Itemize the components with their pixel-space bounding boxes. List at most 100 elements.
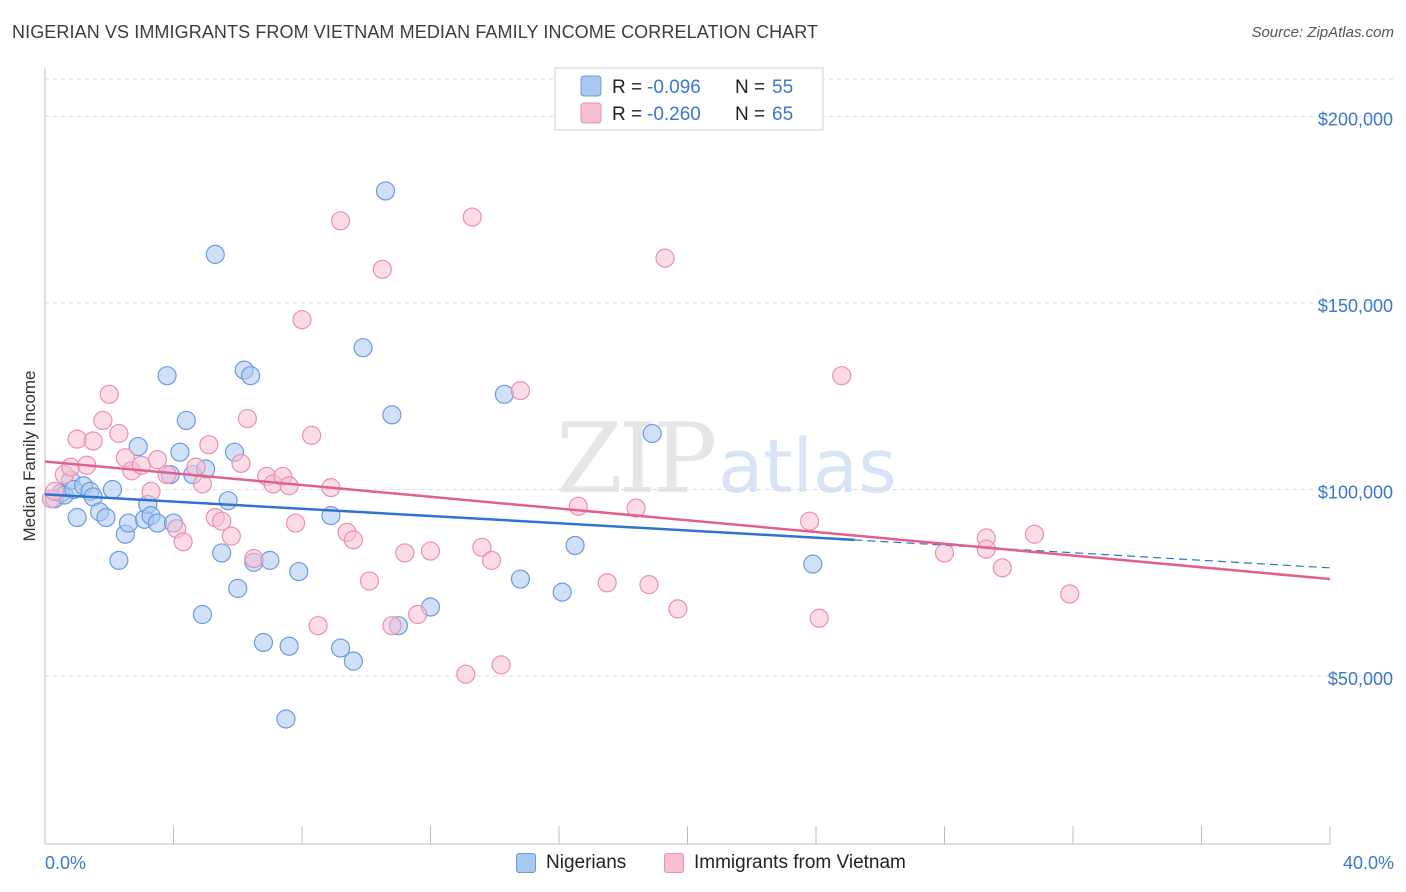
legend-swatch-nigerians-bottom xyxy=(516,853,536,873)
nigerians-point-49 xyxy=(494,384,514,404)
y-tick-label-2: $150,000 xyxy=(1318,296,1393,316)
nigerians-point-39 xyxy=(279,636,299,656)
chart-title: NIGERIAN VS IMMIGRANTS FROM VIETNAM MEDI… xyxy=(12,22,819,42)
legend-label-nigerians: Nigerians xyxy=(546,852,627,873)
legend-swatch-vietnam-bottom xyxy=(664,853,684,873)
y-tick-label-0: $50,000 xyxy=(1328,669,1393,689)
vietnam-trend-line xyxy=(44,460,1331,581)
nigerians-point-32 xyxy=(228,578,248,598)
vietnam-point-39 xyxy=(359,571,380,591)
vietnam-point-65 xyxy=(1060,584,1080,604)
vietnam-point-59 xyxy=(832,366,852,386)
nigerians-point-30 xyxy=(218,491,238,511)
vietnam-point-23 xyxy=(221,526,241,546)
vietnam-point-48 xyxy=(481,550,502,570)
nigerians-point-38 xyxy=(276,709,296,729)
series-legend: Nigerians Immigrants from Vietnam xyxy=(0,852,1406,878)
nigerians-point-52 xyxy=(565,535,585,556)
nigerians-point-40 xyxy=(289,561,309,582)
nigerians-point-15 xyxy=(128,436,148,457)
vietnam-point-63 xyxy=(992,558,1012,578)
vietnam-point-22 xyxy=(212,511,232,531)
vietnam-point-49 xyxy=(491,655,511,675)
correlation-legend: R = -0.096 N = 55 R = -0.260 N = 65 xyxy=(554,67,824,131)
x-tick-label-max: 40.0% xyxy=(1343,853,1394,873)
vietnam-point-36 xyxy=(330,211,351,231)
vietnam-point-6 xyxy=(83,431,103,451)
legend-r-value-a: -0.096 xyxy=(647,77,701,98)
trend-lines xyxy=(44,460,1331,581)
nigerians-point-24 xyxy=(176,410,196,431)
vietnam-point-53 xyxy=(626,498,646,518)
vietnam-point-42 xyxy=(395,543,415,563)
nigerians-point-43 xyxy=(343,651,363,671)
nigerians-trend-line xyxy=(44,493,855,542)
legend-swatch-nigerians xyxy=(580,75,602,97)
vietnam-point-1 xyxy=(45,481,65,501)
vietnam-point-52 xyxy=(597,573,617,593)
nigerians-point-19 xyxy=(147,513,168,533)
nigerians-trend-extension xyxy=(854,539,1331,569)
vietnam-point-3 xyxy=(61,457,81,477)
vietnam-point-9 xyxy=(109,423,129,444)
vietnam-point-33 xyxy=(302,425,322,445)
x-tick-label-min: 0.0% xyxy=(45,853,86,873)
vietnam-point-46 xyxy=(462,207,482,227)
vietnam-point-40 xyxy=(372,259,392,279)
nigerians-point-11 xyxy=(102,479,123,500)
nigerians-point-37 xyxy=(260,550,280,570)
vietnam-point-4 xyxy=(67,429,87,449)
y-tick-label-3: $200,000 xyxy=(1318,109,1393,129)
nigerians-point-51 xyxy=(552,582,572,602)
x-axis-ticks xyxy=(173,826,1331,844)
nigerians-point-46 xyxy=(382,405,402,425)
nigerians-point-53 xyxy=(642,423,662,444)
nigerians-point-12 xyxy=(109,550,129,570)
nigerians-point-23 xyxy=(170,442,190,462)
source-label: Source: ZipAtlas.com xyxy=(1251,24,1394,41)
vietnam-point-14 xyxy=(147,450,168,470)
vietnam-point-7 xyxy=(93,410,113,431)
nigerians-point-10 xyxy=(96,507,116,528)
nigerians-point-54 xyxy=(803,554,823,574)
vietnam-point-50 xyxy=(510,380,531,401)
vietnam-point-57 xyxy=(799,511,820,531)
vietnam-point-54 xyxy=(639,575,659,595)
vietnam-point-18 xyxy=(186,457,206,477)
vietnam-point-8 xyxy=(99,384,119,404)
vietnam-point-43 xyxy=(408,604,428,625)
nigerians-point-45 xyxy=(375,181,396,201)
watermark: ZIP atlas xyxy=(556,403,897,515)
nigerians-point-42 xyxy=(330,638,351,658)
vietnam-point-45 xyxy=(456,664,476,684)
nigerians-point-50 xyxy=(510,569,531,589)
vietnam-point-64 xyxy=(1024,524,1045,544)
vietnam-point-32 xyxy=(292,310,312,330)
legend-n-label-a: N = xyxy=(735,77,765,98)
vietnam-points xyxy=(41,207,1080,684)
vietnam-point-56 xyxy=(668,599,688,619)
vietnam-point-17 xyxy=(173,532,193,552)
legend-item-nigerians: Nigerians xyxy=(516,852,626,874)
vietnam-point-15 xyxy=(157,464,177,485)
legend-r-value-b: -0.260 xyxy=(647,104,701,125)
legend-n-value-a: 55 xyxy=(772,77,793,98)
y-tick-labels: $50,000 $100,000 $150,000 $200,000 xyxy=(1318,109,1393,689)
vietnam-point-60 xyxy=(934,543,955,563)
vietnam-point-38 xyxy=(343,530,363,550)
nigerians-point-20 xyxy=(157,366,177,386)
vietnam-point-30 xyxy=(279,476,299,496)
vietnam-point-47 xyxy=(472,537,492,557)
nigerians-point-28 xyxy=(205,244,225,264)
watermark-zip: ZIP xyxy=(556,403,715,515)
vietnam-point-34 xyxy=(308,616,328,636)
legend-r-label-a: R = xyxy=(612,77,642,98)
vietnam-point-20 xyxy=(199,435,219,455)
nigerians-point-5 xyxy=(67,507,87,528)
nigerians-point-36 xyxy=(253,632,274,653)
legend-item-vietnam: Immigrants from Vietnam xyxy=(664,852,906,874)
vietnam-point-24 xyxy=(231,453,251,473)
legend-n-value-b: 65 xyxy=(772,104,793,125)
vietnam-point-58 xyxy=(809,608,829,628)
